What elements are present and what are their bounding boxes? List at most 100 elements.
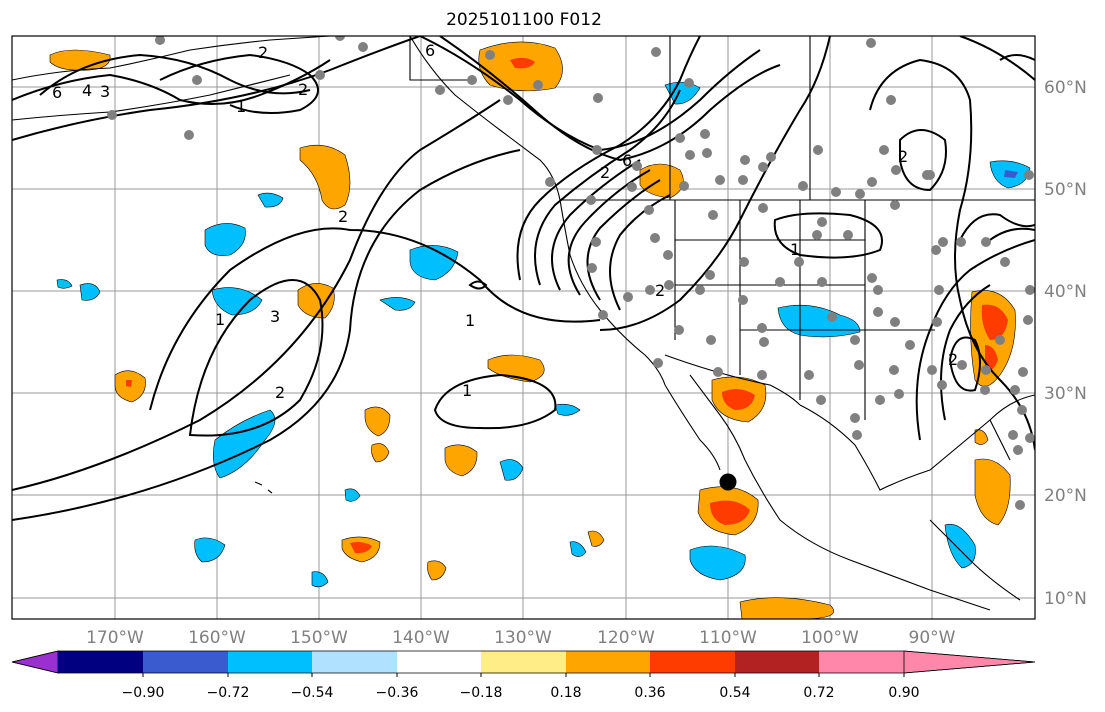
latitude-label: 10°N [1044, 589, 1087, 609]
latitude-label: 50°N [1044, 180, 1087, 200]
station-dot [591, 237, 601, 247]
florida-coast [989, 419, 1011, 461]
positive-anomaly-blob [587, 530, 605, 547]
contour-line [586, 179, 661, 301]
contour-line [948, 336, 981, 392]
station-dot [598, 310, 608, 320]
longitude-label: 150°W [290, 628, 348, 648]
station-dot [852, 430, 862, 440]
positive-anomaly-core [350, 542, 372, 554]
contour-line [468, 280, 488, 290]
station-dot [855, 189, 865, 199]
station-dot [503, 95, 513, 105]
negative-anomaly-blob [257, 192, 284, 208]
positive-anomaly-core [985, 345, 998, 371]
alaska-canada-border [409, 36, 470, 81]
contour-line [439, 36, 781, 162]
latitude-label: 30°N [1044, 384, 1087, 404]
station-dot [1000, 257, 1010, 267]
contour-line [773, 212, 883, 259]
negative-anomaly-blob [689, 545, 746, 581]
longitude-label: 100°W [801, 628, 859, 648]
station-dot [980, 385, 990, 395]
station-dot [685, 150, 695, 160]
station-dot [645, 285, 655, 295]
station-dot [934, 285, 944, 295]
contour-line [516, 36, 701, 281]
station-dot [759, 337, 769, 347]
colorbar-tick-label: −0.72 [207, 685, 250, 701]
negative-anomaly-blob [499, 459, 524, 481]
colorbar-segment [819, 651, 904, 673]
station-dot [545, 177, 555, 187]
longitude-label: 160°W [188, 628, 246, 648]
station-dot [873, 307, 883, 317]
station-dot [586, 195, 596, 205]
contour-line [959, 213, 1035, 241]
station-dot [315, 70, 325, 80]
station-dot [593, 93, 603, 103]
negative-anomaly-blob [204, 223, 246, 256]
station-dot [713, 367, 723, 377]
colorbar-tick-label: 0.90 [888, 685, 919, 701]
contour-label: 2 [898, 147, 908, 166]
longitude-label: 120°W [597, 628, 655, 648]
negative-anomaly-blob [944, 523, 976, 569]
bc-coast [409, 36, 561, 201]
contour-label: 1 [465, 311, 475, 330]
colorbar-tick-label: −0.18 [460, 685, 503, 701]
station-dot [956, 237, 966, 247]
contour-label: 2 [948, 350, 958, 369]
station-dot [664, 280, 674, 290]
colorbar-tick-label: 0.36 [634, 685, 665, 701]
station-dot [932, 317, 942, 327]
longitude-label: 140°W [392, 628, 450, 648]
station-dot [1010, 385, 1020, 395]
negative-anomaly-blob [554, 403, 581, 416]
colorbar-tick-label: 0.18 [550, 685, 581, 701]
station-dot [632, 161, 642, 171]
station-dot [758, 203, 768, 213]
station-dot [889, 365, 899, 375]
latitude-label: 60°N [1044, 78, 1087, 98]
station-dot [675, 133, 685, 143]
contour-label: 1 [462, 381, 472, 400]
station-dot [794, 257, 804, 267]
negative-anomaly-core [1004, 170, 1018, 178]
colorbar-tick-labels: −0.90 −0.72 −0.54 −0.36 −0.18 0.18 0.36 0.54 0.7… [122, 673, 920, 701]
positive-anomaly-blob [427, 560, 447, 581]
contour-label: 6 [52, 83, 62, 102]
station-dot [738, 175, 748, 185]
station-dot [831, 187, 841, 197]
station-dot [702, 148, 712, 158]
storm-center-marker [719, 473, 737, 491]
station-dot [653, 358, 663, 368]
station-dot [757, 370, 767, 380]
colorbar-segment [735, 651, 819, 673]
colorbar-segment [650, 651, 735, 673]
station-dot [757, 323, 767, 333]
negative-anomaly-blob [409, 245, 459, 281]
longitude-labels: 170°W 160°W 150°W 140°W 130°W 120°W 110°W 100°W… [86, 628, 956, 648]
station-dot [1018, 367, 1028, 377]
colorbar-segment [228, 651, 312, 673]
contour-line [899, 129, 947, 192]
station-dot [700, 129, 710, 139]
negative-anomaly-blob [379, 297, 416, 311]
station-dot [890, 200, 900, 210]
contour-line [959, 36, 1035, 81]
station-dot [587, 263, 597, 273]
station-dot [679, 181, 689, 191]
contour-line [915, 239, 1035, 441]
station-dot [867, 273, 877, 283]
latitude-labels: 60°N 50°N 40°N 30°N 20°N 10°N [1044, 78, 1087, 609]
aleutian-coast [12, 74, 291, 121]
station-dot [663, 250, 673, 260]
station-dot [592, 145, 602, 155]
map-title: 2025101100 F012 [446, 10, 602, 30]
contour-line [609, 194, 671, 311]
latitude-label: 40°N [1044, 282, 1087, 302]
station-dot [995, 335, 1005, 345]
colorbar-segment [903, 650, 1036, 674]
colorbar-outline [11, 650, 1036, 674]
